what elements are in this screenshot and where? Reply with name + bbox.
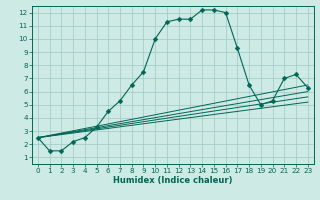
X-axis label: Humidex (Indice chaleur): Humidex (Indice chaleur) xyxy=(113,176,233,185)
